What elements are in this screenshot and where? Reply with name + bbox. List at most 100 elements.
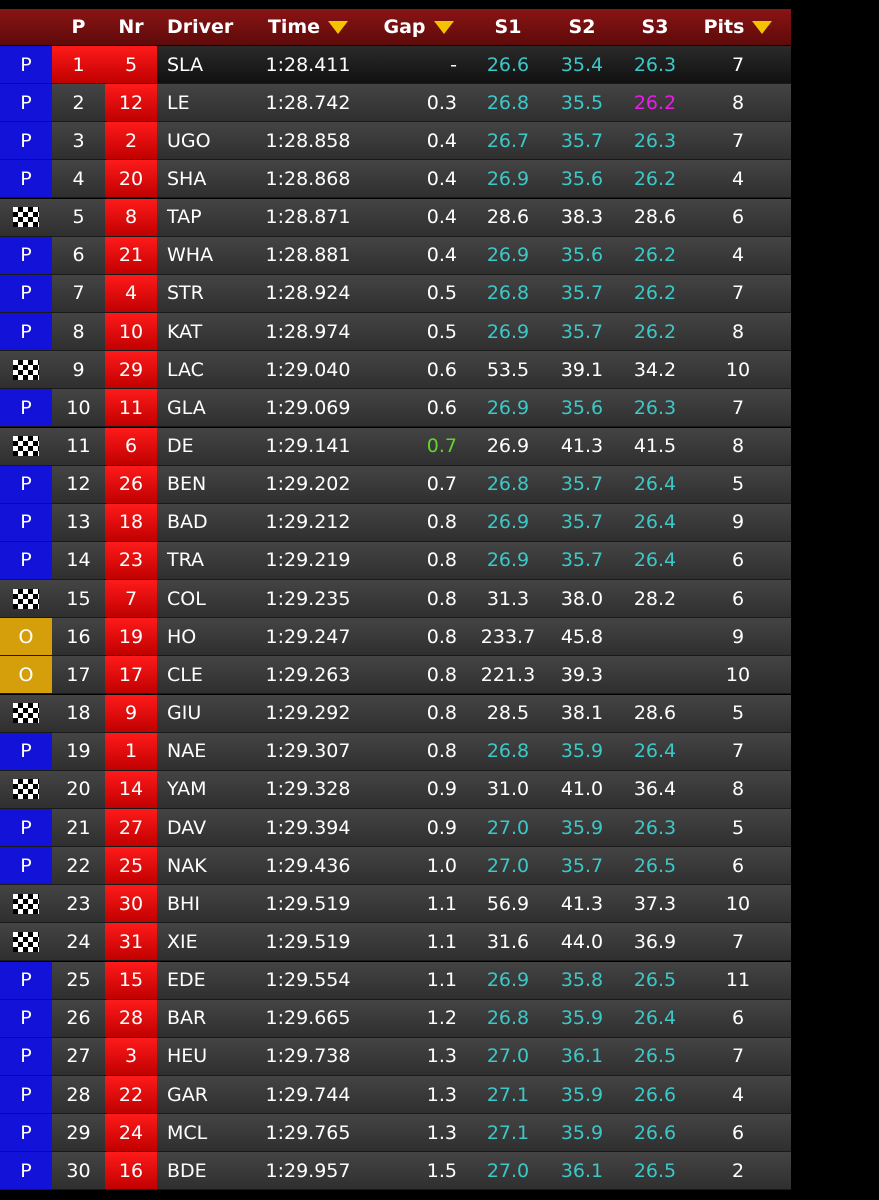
- driver-row: 24 31 XIE 1:29.519 1.1 31.6 44.0 36.9 7: [0, 923, 791, 962]
- status-cell: P: [0, 236, 52, 274]
- cell-s3: 26.6: [633, 1083, 677, 1106]
- cell-p: 18: [66, 702, 91, 725]
- status-cell: P: [0, 160, 52, 198]
- checkered-flag: [13, 588, 39, 609]
- status-label: P: [20, 854, 32, 877]
- cell-s3: 26.2: [633, 282, 677, 305]
- timing-table: P Nr Driver Time Gap S1 S2 S3 Pits P 1 5 SLA 1:28.41…: [0, 9, 791, 1191]
- cell-s3: 26.5: [633, 1159, 677, 1182]
- cell-driver: WHA: [167, 244, 214, 267]
- cell-time: 1:29.292: [265, 702, 351, 725]
- cell-gap: 0.6: [426, 396, 457, 419]
- cell-gap: 0.4: [426, 244, 457, 267]
- cell-s3: 26.4: [633, 1007, 677, 1030]
- status-cell: P: [0, 1152, 52, 1190]
- cell-nr: 19: [105, 618, 157, 656]
- cell-s2: 35.7: [560, 473, 604, 496]
- cell-s3: [617, 618, 693, 655]
- cell-gap: 0.8: [426, 702, 457, 725]
- cell-nr: 11: [105, 389, 157, 427]
- cell-pits: 6: [731, 1121, 745, 1144]
- cell-p: 23: [66, 892, 91, 915]
- cell-s2: 35.7: [560, 320, 604, 343]
- cell-nr: 2: [105, 122, 157, 160]
- header-label: Time: [267, 16, 321, 38]
- cell-gap: 0.5: [426, 282, 457, 305]
- cell-s1: 221.3: [480, 663, 536, 686]
- cell-p: 4: [72, 167, 85, 190]
- cell-s2: 45.8: [560, 625, 604, 648]
- status-cell: [0, 199, 52, 236]
- driver-row: P 30 16 BDE 1:29.957 1.5 27.0 36.1 26.5 2: [0, 1152, 791, 1191]
- cell-s3: 26.4: [633, 740, 677, 763]
- cell-pits: 10: [725, 358, 751, 381]
- checkered-flag: [13, 893, 39, 914]
- status-label: P: [20, 91, 32, 114]
- cell-p: 2: [72, 91, 85, 114]
- driver-row: 5 8 TAP 1:28.871 0.4 28.6 38.3 28.6 6: [0, 198, 791, 237]
- cell-time: 1:29.328: [265, 778, 351, 801]
- cell-s1: 26.9: [486, 244, 530, 267]
- cell-pits: 2: [731, 1159, 745, 1182]
- driver-row: P 1 5 SLA 1:28.411 - 26.6 35.4 26.3 7: [0, 46, 791, 84]
- driver-row: P 26 28 BAR 1:29.665 1.2 26.8 35.9 26.4 6: [0, 999, 791, 1038]
- status-label: P: [20, 129, 32, 152]
- cell-time: 1:28.974: [265, 320, 351, 343]
- cell-pits: 10: [725, 663, 751, 686]
- driver-row: P 19 1 NAE 1:29.307 0.8 26.8 35.9 26.4 7: [0, 732, 791, 771]
- cell-time: 1:29.744: [265, 1083, 351, 1106]
- cell-s3: 28.6: [633, 206, 677, 229]
- cell-p: 21: [66, 816, 91, 839]
- cell-s2: 35.4: [560, 53, 604, 76]
- cell-driver: NAK: [167, 854, 207, 877]
- cell-nr: 12: [105, 84, 157, 122]
- status-cell: P: [0, 465, 52, 503]
- cell-time: 1:29.307: [265, 740, 351, 763]
- cell-p: 26: [66, 1007, 91, 1030]
- cell-s2: 35.6: [560, 244, 604, 267]
- cell-s2: 36.1: [560, 1045, 604, 1068]
- cell-nr: 27: [105, 809, 157, 846]
- cell-pits: 6: [731, 206, 745, 229]
- cell-driver: GLA: [167, 396, 206, 419]
- cell-pits: 8: [731, 435, 745, 457]
- cell-pits: 9: [731, 625, 745, 648]
- cell-s2: 39.3: [560, 663, 604, 686]
- status-cell: [0, 428, 52, 465]
- cell-pits: 8: [731, 91, 745, 114]
- status-label: P: [20, 396, 32, 419]
- cell-s2: 35.8: [560, 969, 604, 992]
- cell-p: 25: [66, 969, 91, 992]
- cell-time: 1:29.263: [265, 663, 351, 686]
- cell-driver: XIE: [167, 930, 198, 953]
- driver-row: P 4 20 SHA 1:28.868 0.4 26.9 35.6 26.2 4: [0, 160, 791, 199]
- cell-gap: 0.7: [426, 435, 457, 457]
- cell-s1: 26.9: [486, 435, 530, 457]
- cell-s3: 34.2: [633, 358, 677, 381]
- driver-row: P 27 3 HEU 1:29.738 1.3 27.0 36.1 26.5 7: [0, 1037, 791, 1076]
- cell-time: 1:29.141: [265, 435, 351, 457]
- column-header: S3: [617, 9, 693, 45]
- cell-gap: 1.0: [426, 854, 457, 877]
- cell-driver: DAV: [167, 816, 207, 839]
- cell-gap: 1.3: [426, 1121, 457, 1144]
- status-label: O: [18, 625, 34, 648]
- cell-s3: 26.3: [633, 816, 677, 839]
- cell-s1: 26.8: [486, 740, 530, 763]
- cell-time: 1:29.519: [265, 892, 351, 915]
- column-header: Nr: [105, 9, 157, 45]
- driver-row: P 8 10 KAT 1:28.974 0.5 26.9 35.7 26.2 8: [0, 313, 791, 352]
- cell-s2: 35.7: [560, 129, 604, 152]
- cell-p: 5: [72, 206, 85, 229]
- header-label: Nr: [118, 16, 144, 38]
- driver-row: P 10 11 GLA 1:29.069 0.6 26.9 35.6 26.3 7: [0, 389, 791, 428]
- driver-row: 18 9 GIU 1:29.292 0.8 28.5 38.1 28.6 5: [0, 694, 791, 733]
- cell-p: 13: [66, 511, 91, 534]
- cell-gap: 1.1: [426, 892, 457, 915]
- status-cell: P: [0, 847, 52, 885]
- cell-s1: 27.0: [486, 1045, 530, 1068]
- cell-s2: 35.5: [560, 91, 604, 114]
- cell-time: 1:29.202: [265, 473, 351, 496]
- cell-pits: 4: [731, 1083, 745, 1106]
- cell-p: 28: [66, 1083, 91, 1106]
